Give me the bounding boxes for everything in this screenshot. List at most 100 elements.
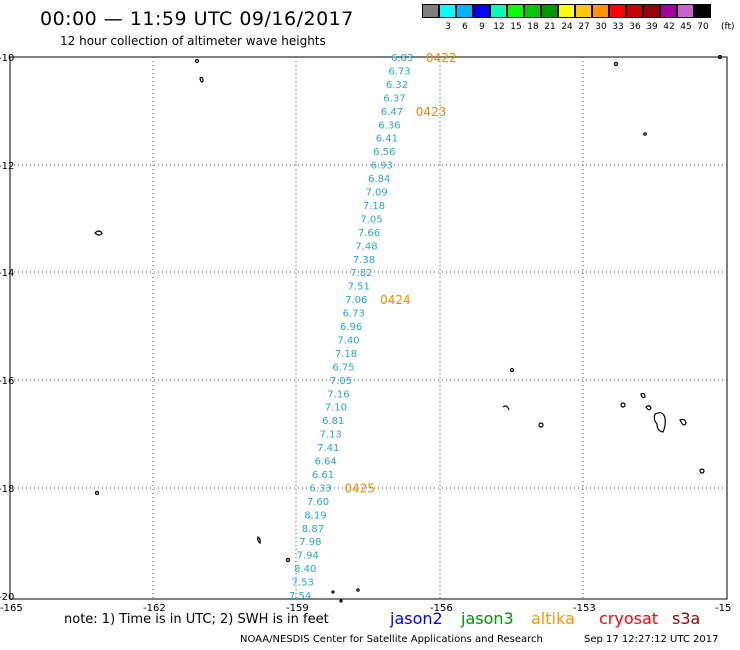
lat-label: -10	[0, 53, 14, 64]
lat-label: -20	[0, 592, 14, 603]
swh-value-label: 7.05	[330, 376, 352, 387]
scale-bin-label: 12	[493, 22, 505, 32]
scale-color-chip	[456, 4, 473, 18]
swh-value-label: 7.60	[307, 497, 329, 508]
swh-value-label: 6.84	[368, 174, 390, 185]
scale-bin-label: 27	[578, 22, 590, 32]
satellite-legend-s3a: s3a	[672, 609, 701, 628]
scale-color-chip	[609, 4, 626, 18]
swh-value-label: 6.41	[376, 134, 398, 145]
time-labels: 0422 0423 0424 0425	[344, 51, 456, 495]
swh-value-label: 7.10	[325, 403, 347, 414]
scale-bin-label: 6	[462, 22, 468, 32]
swh-value-label: 7.18	[363, 201, 385, 212]
swh-value-label: 7.54	[289, 591, 311, 602]
scale-bin-label: 18	[527, 22, 539, 32]
swh-value-label: 7.51	[348, 282, 370, 293]
scale-bin-label: 3	[445, 22, 451, 32]
swh-value-label: 7.13	[320, 430, 342, 441]
satellite-legend-altika: altika	[531, 609, 575, 628]
swh-value-label: 7.16	[327, 389, 349, 400]
pass-time-label: 0422	[426, 51, 457, 65]
scale-color-chip	[507, 4, 524, 18]
swh-value-label: 8.87	[302, 524, 324, 535]
swh-value-label: 6.81	[322, 416, 344, 427]
lon-label: -165	[0, 603, 23, 614]
swh-value-label: 7.53	[292, 578, 314, 589]
island	[502, 405, 510, 411]
swh-value-label: 7.06	[345, 295, 367, 306]
credit-text: NOAA/NESDIS Center for Satellite Applica…	[240, 634, 543, 645]
island	[538, 422, 544, 428]
map-frame	[9, 56, 728, 600]
swh-value-label: 7.48	[355, 241, 377, 252]
scale-bin-label: 9	[479, 22, 485, 32]
swh-value-label: 6.47	[381, 107, 403, 118]
scale-bin-label: 15	[510, 22, 522, 32]
swh-value-label: 7.09	[366, 188, 388, 199]
swh-value-label: 8.19	[304, 510, 326, 521]
swh-value-label: 7.94	[297, 551, 319, 562]
swh-value-label: 6.37	[383, 93, 405, 104]
island	[199, 76, 204, 83]
pass-time-label: 0423	[416, 105, 447, 119]
scale-color-chip	[490, 4, 507, 18]
swh-value-label: 6.36	[378, 120, 400, 131]
scale-color-chip	[575, 4, 592, 18]
island	[356, 588, 360, 592]
swh-value-label: 7.40	[337, 335, 359, 346]
satellite-legend-cryosat: cryosat	[599, 609, 659, 628]
swh-value-label: 6.83	[391, 53, 413, 64]
scale-bin-label: 30	[595, 22, 607, 32]
lon-label: -162	[143, 603, 166, 614]
map-grid	[10, 57, 727, 599]
swh-value-label: 6.96	[340, 322, 362, 333]
scale-color-chip	[677, 4, 694, 18]
scale-bin-label: 33	[612, 22, 624, 32]
island	[94, 490, 100, 496]
lat-label: -12	[0, 161, 14, 172]
island	[331, 590, 335, 594]
scale-bin-label: 24	[561, 22, 573, 32]
swh-value-label: 6.93	[371, 161, 393, 172]
lon-label: -153	[573, 603, 596, 614]
swh-track: 6.83 6.73 6.32 6.37 6.47 6.36 6.41 6.56 6.93 6.84…	[289, 53, 413, 602]
island	[194, 58, 200, 64]
scale-bin-label: 45	[680, 22, 692, 32]
island	[94, 230, 103, 236]
swh-value-label: 6.33	[309, 483, 331, 494]
swh-value-label: 6.56	[373, 147, 395, 158]
pass-time-label: 0424	[380, 293, 411, 307]
swh-value-label: 7.38	[353, 255, 375, 266]
lon-label: -156	[430, 603, 453, 614]
swh-value-label: 6.75	[332, 362, 354, 373]
island	[717, 54, 723, 60]
swh-value-label: 7.41	[317, 443, 339, 454]
pass-time-label: 0425	[344, 481, 375, 495]
swh-value-label: 7.98	[299, 537, 321, 548]
swh-value-label: 7.82	[350, 268, 372, 279]
swh-value-label: 7.05	[360, 214, 382, 225]
scale-color-chip	[626, 4, 643, 18]
lat-label: -16	[0, 376, 14, 387]
lon-label: -15	[715, 603, 731, 614]
scale-color-chip	[422, 4, 439, 18]
timestamp-text: Sep 17 12:27:12 UTC 2017	[584, 634, 719, 645]
map-subtitle: 12 hour collection of altimeter wave hei…	[60, 34, 326, 48]
island	[257, 536, 261, 544]
scale-color-chip	[558, 4, 575, 18]
map-title: 00:00 — 11:59 UTC 09/16/2017	[40, 8, 354, 30]
scale-color-chip	[439, 4, 456, 18]
island	[645, 405, 652, 411]
island	[285, 557, 291, 563]
scale-bin-label: 36	[629, 22, 641, 32]
scale-color-chip	[643, 4, 660, 18]
lat-label: -14	[0, 268, 14, 279]
note-text: note: 1) Time is in UTC; 2) SWH is in fe…	[64, 612, 329, 627]
scale-color-chip	[660, 4, 677, 18]
scale-color-chip	[524, 4, 541, 18]
island	[509, 367, 515, 373]
island	[640, 392, 646, 399]
island-outlines	[94, 54, 723, 603]
